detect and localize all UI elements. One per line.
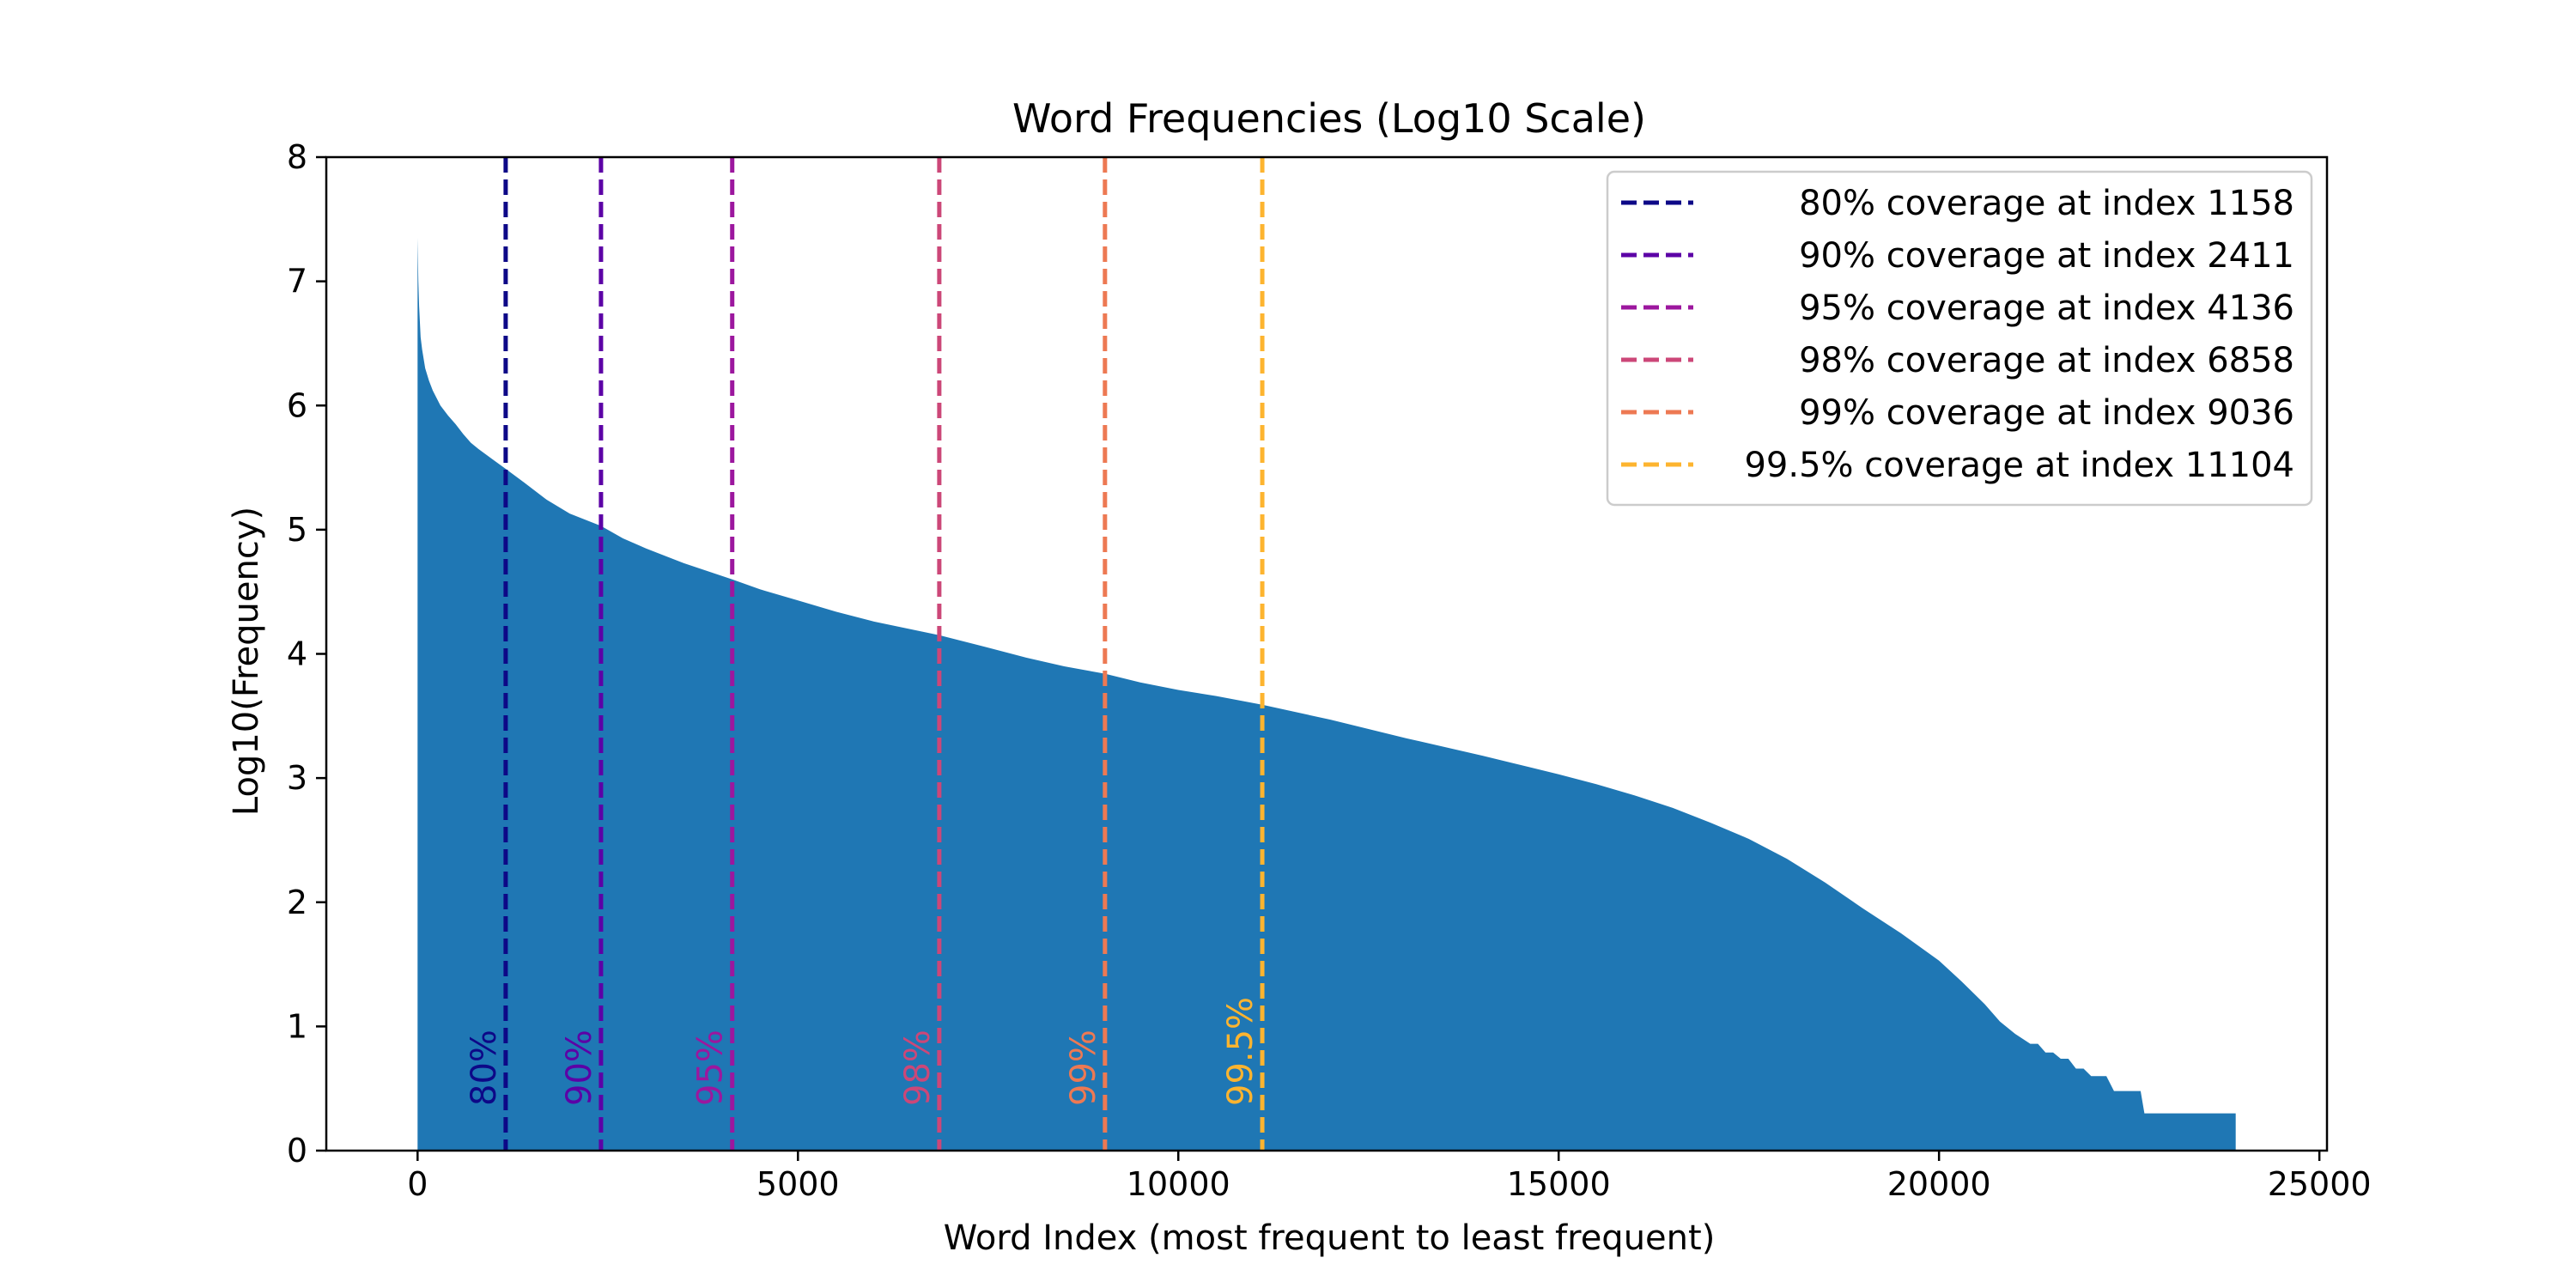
y-tick-label: 0 xyxy=(287,1132,307,1170)
y-axis-label: Log10(Frequency) xyxy=(227,507,266,816)
x-axis-label: Word Index (most frequent to least frequ… xyxy=(944,1218,1716,1258)
x-tick-label: 10000 xyxy=(1127,1165,1230,1203)
x-tick-label: 25000 xyxy=(2268,1165,2372,1203)
y-tick-label: 5 xyxy=(287,511,307,549)
legend-entry: 80% coverage at index 1158 xyxy=(1799,184,2294,223)
y-tick-label: 4 xyxy=(287,635,307,673)
coverage-label-1: 80% xyxy=(465,1030,504,1106)
coverage-label-4: 98% xyxy=(898,1030,938,1106)
legend-entry: 90% coverage at index 2411 xyxy=(1799,236,2294,276)
x-axis: 0 5000 10000 15000 20000 25000 xyxy=(407,1151,2372,1203)
coverage-label-2: 90% xyxy=(560,1030,599,1106)
y-tick-label: 6 xyxy=(287,386,307,424)
y-tick-label: 7 xyxy=(287,263,307,301)
x-tick-label: 5000 xyxy=(756,1165,840,1203)
y-tick-label: 3 xyxy=(287,759,307,797)
coverage-label-3: 95% xyxy=(691,1030,731,1106)
y-tick-label: 8 xyxy=(287,138,307,176)
x-tick-label: 0 xyxy=(407,1165,428,1203)
x-tick-label: 15000 xyxy=(1507,1165,1611,1203)
x-tick-label: 20000 xyxy=(1887,1165,1991,1203)
legend-entry: 99% coverage at index 9036 xyxy=(1799,393,2294,433)
y-tick-label: 1 xyxy=(287,1007,307,1045)
frequency-area xyxy=(417,238,2236,1151)
plot-area: 80% 90% 95% 98% 99% 99.5% xyxy=(417,157,2236,1151)
coverage-label-5: 99% xyxy=(1064,1030,1103,1106)
y-axis: 0 1 2 3 4 5 6 7 8 xyxy=(287,138,326,1170)
legend-entry: 98% coverage at index 6858 xyxy=(1799,341,2294,380)
legend-entry: 99.5% coverage at index 11104 xyxy=(1744,446,2294,485)
legend-entry: 95% coverage at index 4136 xyxy=(1799,289,2294,328)
coverage-label-6: 99.5% xyxy=(1221,997,1261,1106)
legend: 80% coverage at index 1158 90% coverage a… xyxy=(1606,170,2313,507)
y-tick-label: 2 xyxy=(287,884,307,921)
legend-box xyxy=(1606,170,2313,507)
chart-title: Word Frequencies (Log10 Scale) xyxy=(1012,95,1646,142)
